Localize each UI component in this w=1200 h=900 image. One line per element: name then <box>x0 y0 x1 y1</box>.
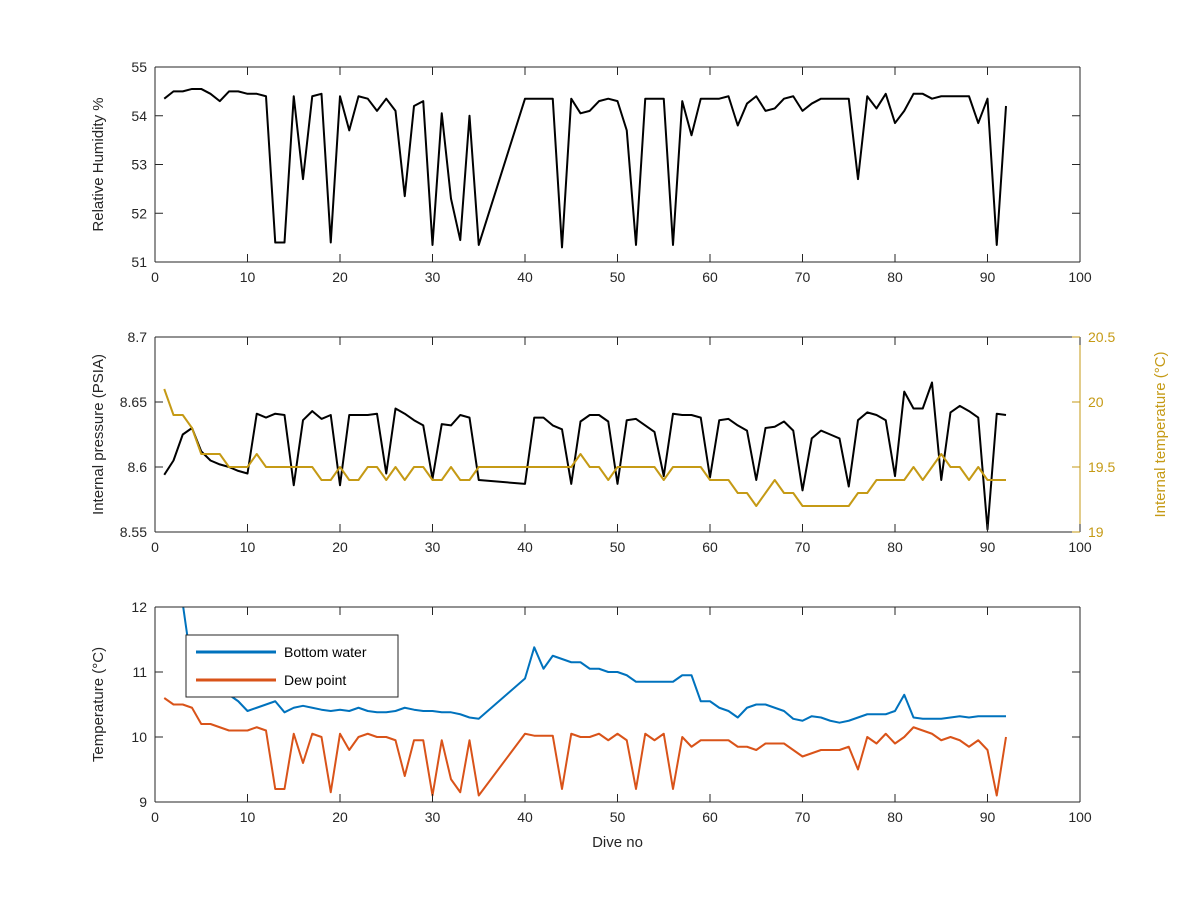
x-tick-label: 0 <box>151 539 159 555</box>
x-tick-label: 70 <box>795 809 811 825</box>
x-tick-label: 100 <box>1068 809 1092 825</box>
x-tick-label: 70 <box>795 539 811 555</box>
x-tick-label: 40 <box>517 539 533 555</box>
legend-entry: Dew point <box>284 672 346 688</box>
x-tick-label: 70 <box>795 269 811 285</box>
plot-area <box>155 67 1080 262</box>
x-tick-label: 20 <box>332 269 348 285</box>
y-tick-label: 53 <box>131 157 147 173</box>
x-tick-label: 90 <box>980 269 996 285</box>
x-tick-label: 90 <box>980 539 996 555</box>
y-axis-label: Temperature (°C) <box>90 647 107 762</box>
series-line-pressure_temperature-1 <box>163 388 1006 507</box>
y-tick-right-label: 20.5 <box>1088 329 1115 345</box>
y-tick-label: 8.7 <box>128 329 148 345</box>
x-tick-label: 100 <box>1068 269 1092 285</box>
y-tick-right-label: 19.5 <box>1088 459 1115 475</box>
y-tick-right-label: 19 <box>1088 524 1104 540</box>
x-tick-label: 10 <box>240 539 256 555</box>
x-tick-label: 30 <box>425 269 441 285</box>
x-tick-label: 80 <box>887 539 903 555</box>
x-tick-label: 50 <box>610 539 626 555</box>
series-line-bottom-water <box>182 607 1006 724</box>
y-tick-label: 51 <box>131 254 147 270</box>
x-tick-label: 90 <box>980 809 996 825</box>
x-tick-label: 60 <box>702 539 718 555</box>
x-tick-label: 30 <box>425 539 441 555</box>
legend-entry: Bottom water <box>284 644 367 660</box>
x-tick-label: 10 <box>240 269 256 285</box>
legend: Bottom water Dew point <box>185 634 399 698</box>
x-tick-label: 80 <box>887 269 903 285</box>
legend-box <box>185 634 399 698</box>
x-tick-label: 20 <box>332 809 348 825</box>
y-axis-label: Internal pressure (PSIA) <box>90 354 107 515</box>
y-axis-right-label: Internal temperature (°C) <box>1152 351 1169 517</box>
plot-area <box>155 337 1080 532</box>
x-tick-label: 80 <box>887 809 903 825</box>
y-tick-label: 9 <box>139 794 147 810</box>
x-tick-label: 60 <box>702 269 718 285</box>
x-tick-label: 100 <box>1068 539 1092 555</box>
x-tick-label: 50 <box>610 809 626 825</box>
subplot-temperature: 0 10 20 30 40 50 60 70 80 90 100 9 10 11 12 Temperature… <box>90 599 1092 851</box>
y-tick-label: 11 <box>132 664 147 680</box>
subplot-pressure_temperature: 0 10 20 30 40 50 60 70 80 90 100 8.55 8.6 8.65 8.7 19 19… <box>90 329 1169 555</box>
y-tick-right-label: 20 <box>1088 394 1104 410</box>
series-line-humidity-0 <box>163 87 1007 249</box>
y-tick-label: 52 <box>131 205 147 221</box>
y-tick-label: 54 <box>131 108 147 124</box>
y-tick-label: 12 <box>131 599 147 615</box>
y-tick-label: 8.6 <box>128 459 148 475</box>
x-tick-label: 0 <box>151 269 159 285</box>
x-tick-label: 40 <box>517 269 533 285</box>
x-tick-label: 40 <box>517 809 533 825</box>
x-tick-label: 60 <box>702 809 718 825</box>
x-tick-label: 50 <box>610 269 626 285</box>
y-tick-label: 8.55 <box>120 524 147 540</box>
x-tick-label: 20 <box>332 539 348 555</box>
subplot-humidity: 0 10 20 30 40 50 60 70 80 90 100 51 52 53 54 55 Relative… <box>90 59 1092 285</box>
y-axis-label: Relative Humidity % <box>90 97 107 231</box>
x-tick-label: 0 <box>151 809 159 825</box>
series-line-dew-point <box>163 697 1007 797</box>
x-tick-label: 10 <box>240 809 256 825</box>
y-tick-label: 10 <box>131 729 147 745</box>
y-tick-label: 55 <box>131 59 147 75</box>
y-tick-label: 8.65 <box>120 394 147 410</box>
series-line-pressure_temperature-0 <box>163 381 1007 531</box>
x-tick-label: 30 <box>425 809 441 825</box>
x-axis-label: Dive no <box>592 834 643 851</box>
